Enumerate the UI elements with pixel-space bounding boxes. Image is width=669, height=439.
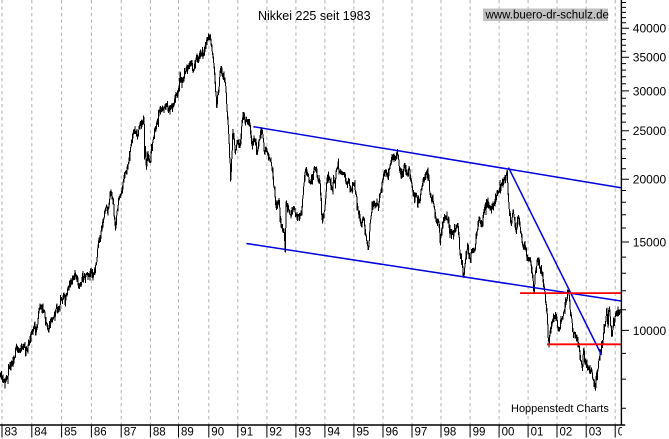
svg-text:92: 92 [269,427,282,439]
svg-text:Nikkei 225 seit 1983: Nikkei 225 seit 1983 [258,9,371,23]
svg-text:01: 01 [531,427,544,439]
svg-text:98: 98 [444,427,457,439]
svg-text:15000: 15000 [633,235,667,249]
svg-text:94: 94 [327,427,340,439]
svg-text:83: 83 [5,427,18,439]
svg-text:30000: 30000 [633,84,667,98]
svg-text:96: 96 [386,427,399,439]
svg-text:97: 97 [415,427,428,439]
svg-text:85: 85 [64,427,77,439]
svg-text:03: 03 [589,427,602,439]
svg-text:25000: 25000 [633,124,667,138]
svg-text:20000: 20000 [633,173,667,187]
svg-text:02: 02 [560,427,573,439]
svg-text:35000: 35000 [633,51,667,65]
svg-text:86: 86 [94,427,107,439]
svg-text:87: 87 [124,427,137,439]
svg-text:89: 89 [181,427,194,439]
svg-text:91: 91 [240,427,253,439]
svg-text:84: 84 [34,427,47,439]
svg-text:Hoppenstedt Charts: Hoppenstedt Charts [511,403,609,415]
svg-text:00: 00 [502,427,515,439]
svg-text:93: 93 [298,427,311,439]
svg-text:www.buero-dr-schulz.de: www.buero-dr-schulz.de [485,10,609,22]
svg-text:40000: 40000 [633,22,667,36]
svg-text:99: 99 [473,427,486,439]
svg-text:88: 88 [153,427,166,439]
svg-text:10000: 10000 [633,324,667,338]
svg-text:04: 04 [618,427,631,439]
svg-text:90: 90 [211,427,224,439]
svg-text:95: 95 [356,427,369,439]
